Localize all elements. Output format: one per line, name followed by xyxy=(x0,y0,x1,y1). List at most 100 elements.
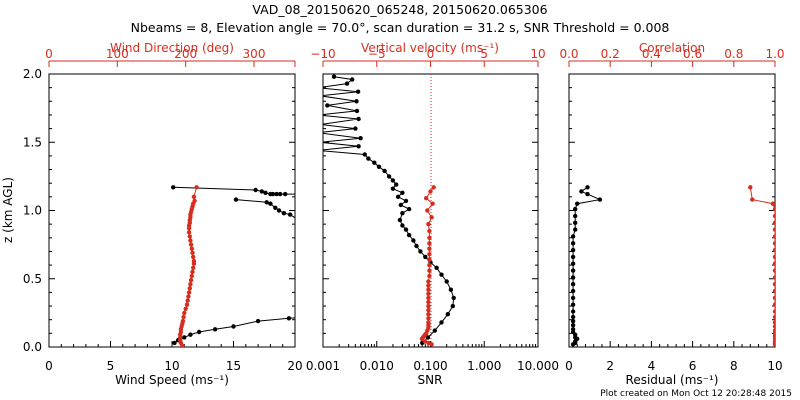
black-data-point xyxy=(575,201,580,206)
x-tick-label: 1.000 xyxy=(467,359,501,373)
black-data-point xyxy=(356,116,361,122)
top-tick-label: 0 xyxy=(45,47,53,61)
black-data-point xyxy=(318,94,322,98)
top-tick-label: 0.2 xyxy=(601,47,620,61)
black-data-point xyxy=(358,136,363,141)
red-data-point xyxy=(191,194,197,199)
black-data-point xyxy=(439,272,444,277)
red-data-point xyxy=(772,247,775,253)
black-data-point xyxy=(411,238,416,243)
red-data-point xyxy=(772,268,775,273)
panel-vertical-series xyxy=(316,74,456,347)
red-data-point xyxy=(425,208,430,213)
x-tick-label: 0.010 xyxy=(360,359,394,373)
black-data-point xyxy=(386,174,392,179)
black-data-point xyxy=(432,328,437,333)
red-data-point xyxy=(772,314,775,320)
black-data-point xyxy=(425,335,431,340)
red-data-point xyxy=(426,291,431,296)
red-data-point xyxy=(189,246,194,251)
red-data-point xyxy=(190,250,195,255)
series-line xyxy=(572,186,602,345)
black-data-point xyxy=(570,241,576,246)
red-data-point xyxy=(188,282,193,287)
title-line-1: VAD_08_20150620_065248, 20150620.065306 xyxy=(252,2,547,17)
black-data-point xyxy=(573,220,578,225)
red-data-point xyxy=(427,246,432,251)
panel-wind-series xyxy=(171,185,299,347)
black-data-point xyxy=(286,316,292,321)
black-data-point xyxy=(570,282,576,287)
black-data-point xyxy=(418,249,423,254)
red-data-point xyxy=(426,287,431,292)
black-data-point xyxy=(316,86,320,90)
black-data-point xyxy=(400,190,405,195)
series-group xyxy=(316,74,456,347)
red-data-point xyxy=(772,275,775,280)
red-data-point xyxy=(430,201,435,206)
red-data-point xyxy=(772,234,775,239)
black-data-point xyxy=(318,140,322,144)
black-data-point xyxy=(570,261,576,266)
black-data-point xyxy=(439,320,444,325)
top-tick-label: 5 xyxy=(480,47,488,61)
panel-wind-top-label: Wind Direction (deg) xyxy=(110,41,234,55)
red-data-point xyxy=(772,206,775,212)
x-tick-label: 20 xyxy=(287,359,302,373)
black-data-point xyxy=(394,182,399,187)
top-tick-label: 200 xyxy=(174,47,197,61)
black-data-point xyxy=(414,243,419,249)
x-tick-label: 0 xyxy=(45,359,53,373)
black-data-point xyxy=(316,148,320,152)
black-data-point xyxy=(354,99,359,104)
red-data-point xyxy=(426,312,431,317)
top-tick-label: 0.4 xyxy=(642,47,661,61)
black-data-point xyxy=(444,279,449,284)
black-data-point xyxy=(182,335,187,340)
black-data-point xyxy=(255,318,261,324)
black-data-point xyxy=(451,295,456,301)
black-data-point xyxy=(400,223,405,228)
black-data-point xyxy=(573,227,578,232)
black-data-point xyxy=(448,287,454,292)
x-tick-label: 0.001 xyxy=(306,359,340,373)
x-tick-label: 15 xyxy=(226,359,241,373)
y-tick-label: 1.0 xyxy=(23,204,42,218)
red-data-point xyxy=(427,235,432,240)
red-data-point xyxy=(194,185,199,190)
black-data-point xyxy=(278,191,283,197)
red-data-point xyxy=(419,336,425,341)
red-data-point xyxy=(772,227,775,232)
black-data-point xyxy=(316,113,320,117)
x-tick-label: 2 xyxy=(606,359,614,373)
x-tick-label: 0 xyxy=(565,359,573,373)
x-tick-label: 10.000 xyxy=(517,359,559,373)
black-data-point xyxy=(196,329,202,335)
red-data-point xyxy=(189,273,194,279)
red-data-point xyxy=(429,342,434,347)
red-data-point xyxy=(191,265,196,270)
black-data-point xyxy=(295,192,299,196)
y-tick-label: 1.5 xyxy=(23,135,42,149)
black-data-point xyxy=(570,323,576,328)
panel-residual-series xyxy=(570,185,775,347)
black-data-point xyxy=(283,191,288,197)
red-data-point xyxy=(772,288,775,294)
black-data-point xyxy=(188,332,193,337)
red-data-point xyxy=(772,320,775,325)
black-data-point xyxy=(362,152,367,157)
black-data-point xyxy=(264,200,269,205)
black-data-point xyxy=(403,227,409,232)
black-data-point xyxy=(400,211,405,216)
black-data-point xyxy=(570,314,576,320)
black-data-point xyxy=(263,190,268,195)
black-data-point xyxy=(281,211,287,216)
x-tick-label: 10 xyxy=(767,359,782,373)
red-data-point xyxy=(429,215,434,220)
red-data-point xyxy=(180,343,185,347)
black-data-point xyxy=(570,302,576,307)
x-tick-label: 6 xyxy=(689,359,697,373)
red-data-point xyxy=(772,324,775,329)
red-data-point xyxy=(188,277,194,283)
